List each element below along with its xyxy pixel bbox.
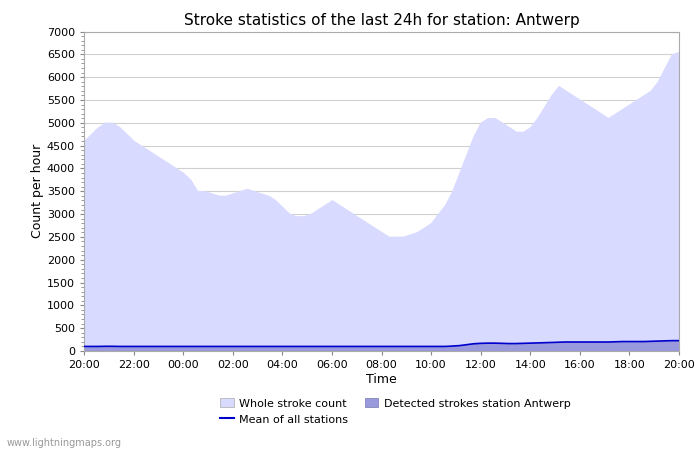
Legend: Whole stroke count, Mean of all stations, Detected strokes station Antwerp: Whole stroke count, Mean of all stations… [220,398,570,424]
Text: www.lightningmaps.org: www.lightningmaps.org [7,438,122,448]
Title: Stroke statistics of the last 24h for station: Antwerp: Stroke statistics of the last 24h for st… [183,13,580,27]
X-axis label: Time: Time [366,373,397,386]
Y-axis label: Count per hour: Count per hour [31,144,44,238]
